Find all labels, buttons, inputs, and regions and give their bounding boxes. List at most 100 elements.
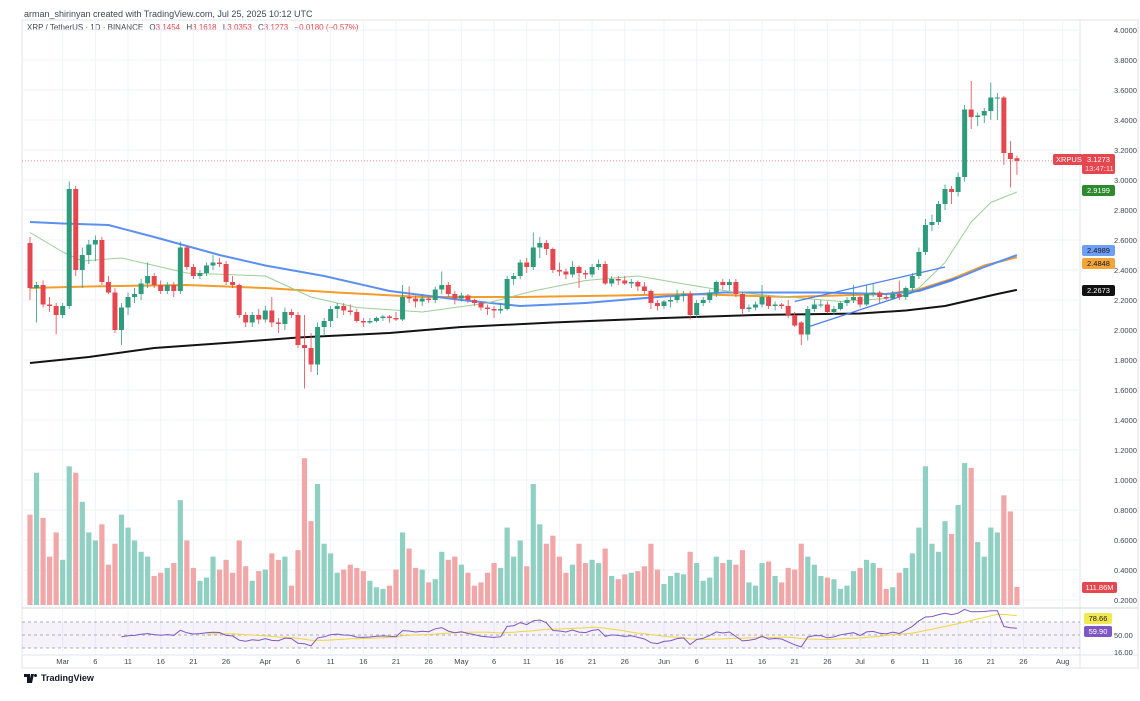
volume-bar [282,556,288,605]
candle [641,282,647,294]
volume-bar [850,571,857,605]
candle [962,105,968,182]
candle-body [426,298,432,300]
candle-body [432,289,438,300]
candle [857,295,863,308]
volume-bar [471,585,478,605]
volume-bar [883,588,889,605]
volume-bar [184,540,190,605]
candle-body [60,306,66,315]
price-axis-label: 0.2000 [1114,596,1137,605]
time-axis-label: 26 [425,657,433,666]
candle [203,262,209,276]
candle-body [328,309,334,321]
logo-text: TradingView [41,673,94,683]
volume-bar [602,548,608,605]
candle [831,306,837,315]
candle-body [217,262,223,264]
candle-body [949,189,955,192]
volume-bar [726,559,732,605]
candle-body [583,273,589,275]
price-axis-label: 2.4000 [1114,266,1137,275]
candle [1007,141,1013,188]
candle-body [864,294,870,305]
candle [60,303,66,318]
symbol-name[interactable]: XRP / TetherUS · 1D · BINANCE [27,23,144,32]
volume-bar [681,574,687,605]
candle [556,262,562,276]
candle [798,321,804,345]
candle-body [125,297,131,308]
candle [288,309,294,318]
candle [79,247,85,288]
candle [27,237,33,300]
volume-bar [1014,586,1020,605]
candle-body [563,271,569,275]
candle-body [439,285,445,290]
candle [746,304,752,312]
candle [432,286,438,303]
price-axis-label: 3.2000 [1114,146,1137,155]
candle [968,81,974,129]
rsi-ma-line [206,614,1017,641]
candle [177,241,183,294]
volume-bar [426,582,432,605]
candle-body [857,297,863,305]
volume-bar [694,563,700,605]
time-axis-label: 26 [1019,657,1027,666]
volume-bar [713,556,719,605]
time-axis-label: Jul [855,657,865,666]
volume-bar [497,567,504,605]
candle-body [550,249,556,270]
candle-body [262,310,268,320]
candle-body [1001,97,1007,153]
candle-body [733,282,739,294]
candle-body [811,304,817,309]
candle [458,292,464,302]
candle [243,312,249,327]
candle-body [380,316,386,318]
volume-bar [491,563,497,605]
candle [550,247,556,273]
time-axis-label: 26 [222,657,230,666]
volume-bar [687,551,693,605]
volume-bar [524,566,530,605]
tradingview-logo[interactable]: TradingView [24,673,94,683]
time-axis-label: 21 [791,657,799,666]
close-label: C [258,23,264,32]
candle-body [197,273,203,276]
candle [609,276,615,287]
candle [596,259,602,270]
candle-body [922,225,928,252]
candle-body [739,294,745,309]
time-axis-label: Apr [259,657,271,666]
candle [766,295,772,309]
candle-body [851,297,857,300]
candle-body [269,310,275,323]
volume-bar [798,543,804,605]
volume-bar [151,575,157,605]
candle [66,181,72,309]
candle-body [452,294,458,299]
candle [628,279,634,288]
candle [870,283,876,297]
volume-bar [354,567,360,605]
volume-bar [641,566,647,605]
time-axis-label: 11 [725,657,733,666]
candle-body [896,294,902,297]
candle [707,289,713,303]
candle [681,291,687,302]
volume-bar [635,571,641,605]
candle [811,300,817,312]
volume-bar [47,556,53,605]
rsi-badge: 59.90 [1084,626,1112,637]
candle [942,184,948,210]
volume-bar [517,540,523,605]
candle [864,285,870,306]
price-axis-label: 2.0000 [1114,326,1137,335]
volume-bar [131,540,138,605]
candle [674,289,680,303]
volume-bar [118,514,125,605]
candle [694,300,700,318]
